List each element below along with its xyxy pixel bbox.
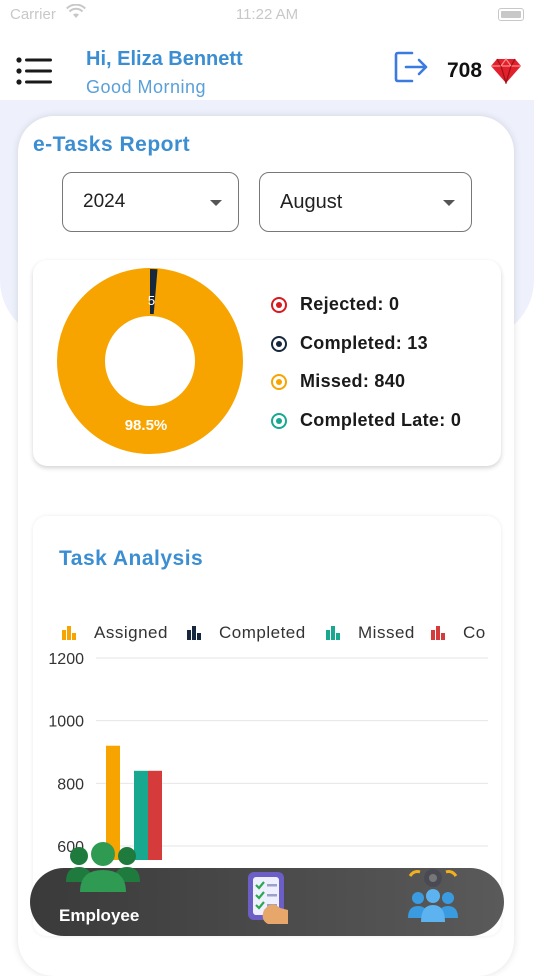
- status-bar: Carrier 11:22 AM: [0, 0, 534, 30]
- report-title: e-Tasks Report: [33, 133, 191, 156]
- chart-legend-label: Co: [463, 623, 486, 642]
- bar-missed: [134, 770, 148, 860]
- task-analysis-title: Task Analysis: [59, 547, 204, 570]
- status-donut-chart: 5 98.5%: [57, 268, 243, 454]
- month-select[interactable]: August: [259, 172, 472, 232]
- y-tick-label: 1000: [48, 714, 84, 731]
- legend-dot-icon: [271, 374, 287, 390]
- donut-small-label: 5: [148, 293, 155, 308]
- y-tick-label: 1200: [48, 651, 84, 668]
- gem-icon: [491, 58, 521, 84]
- status-time: 11:22 AM: [235, 6, 299, 23]
- chart-legend-label: Assigned: [94, 623, 168, 642]
- legend-bar-icon: [441, 633, 445, 640]
- year-select[interactable]: 2024: [62, 172, 239, 232]
- task-analysis-card: [33, 516, 501, 936]
- legend-dot-icon: [271, 297, 287, 313]
- chevron-down-icon: [210, 200, 222, 206]
- wifi-icon: [66, 4, 86, 18]
- nav-employee-label[interactable]: Employee: [59, 906, 140, 925]
- legend-bar-icon: [72, 633, 76, 640]
- legend-dot-icon: [271, 336, 287, 352]
- team-settings-icon[interactable]: [404, 866, 462, 924]
- employees-icon[interactable]: [62, 840, 144, 896]
- status-legend-label: Rejected: 0: [300, 294, 400, 314]
- legend-bar-icon: [67, 626, 71, 640]
- legend-bar-icon: [336, 633, 340, 640]
- legend-dot-icon: [271, 413, 287, 429]
- legend-bar-icon: [436, 626, 440, 640]
- legend-bar-icon: [187, 630, 191, 640]
- y-tick-label: 800: [57, 776, 84, 793]
- donut-percent-label: 98.5%: [125, 417, 168, 434]
- points-count: 708: [447, 59, 483, 82]
- month-value: August: [280, 191, 343, 213]
- legend-bar-icon: [431, 630, 435, 640]
- legend-bar-icon: [197, 633, 201, 640]
- logout-icon[interactable]: [392, 48, 430, 86]
- menu-icon[interactable]: [16, 56, 52, 86]
- legend-bar-icon: [331, 626, 335, 640]
- greeting-name: Hi, Eliza Bennett: [86, 48, 243, 70]
- chevron-down-icon: [443, 200, 455, 206]
- battery-icon: [498, 8, 524, 21]
- bar-assigned: [106, 745, 120, 860]
- status-legend-label: Completed Late: 0: [300, 410, 462, 430]
- chart-legend-label: Missed: [358, 623, 415, 642]
- greeting-subtitle: Good Morning: [86, 77, 207, 97]
- donut-completed-segment: [150, 268, 158, 315]
- legend-bar-icon: [326, 630, 330, 640]
- carrier-label: Carrier: [10, 6, 56, 23]
- chart-legend-label: Completed: [219, 623, 306, 642]
- legend-bar-icon: [192, 626, 196, 640]
- status-legend-label: Missed: 840: [300, 371, 406, 391]
- bar-co: [148, 770, 162, 860]
- greeting-block: Hi, Eliza Bennett Good Morning: [86, 48, 243, 98]
- legend-bar-icon: [62, 630, 66, 640]
- year-value: 2024: [83, 191, 126, 212]
- task-checklist-icon[interactable]: [244, 870, 290, 926]
- status-legend-label: Completed: 13: [300, 333, 428, 353]
